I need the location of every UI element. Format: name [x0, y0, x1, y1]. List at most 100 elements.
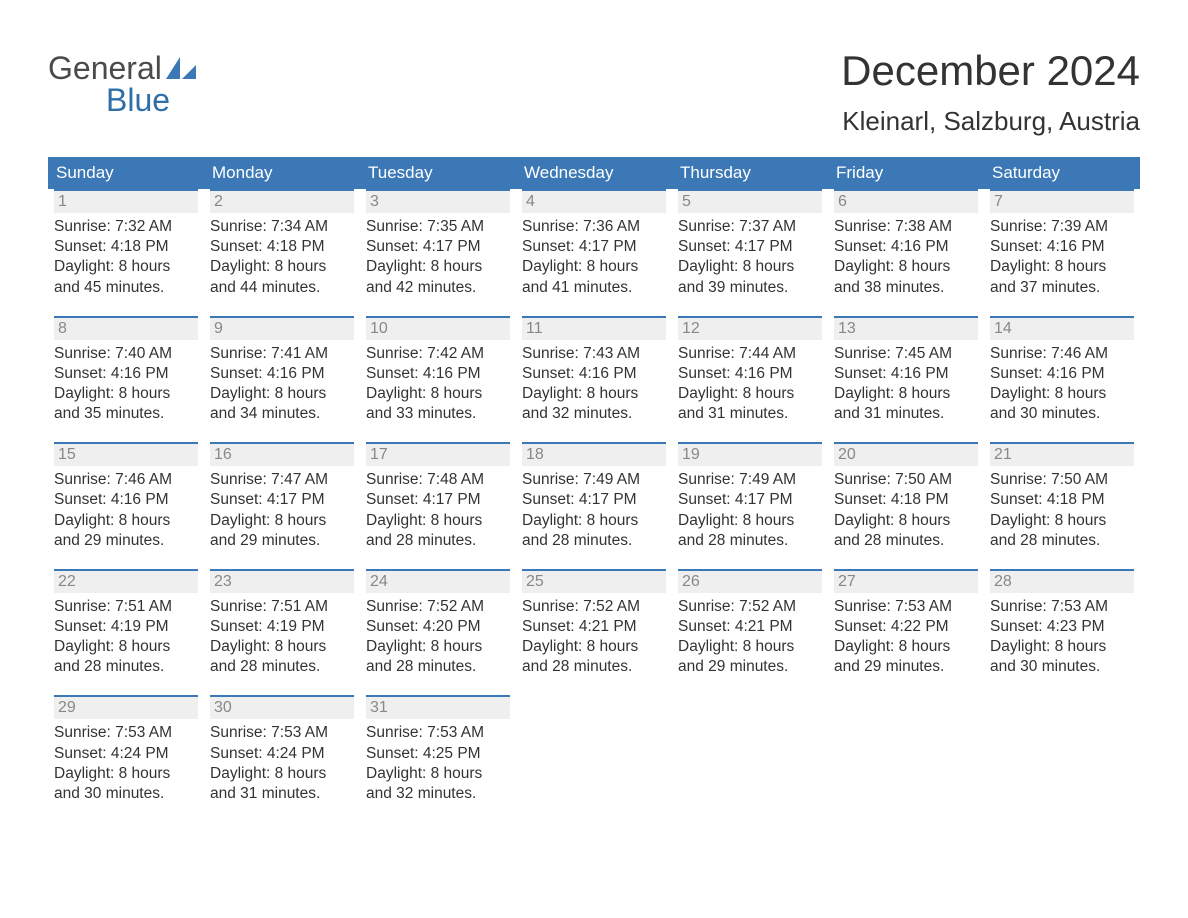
sunset-line: Sunset: 4:24 PM — [210, 744, 354, 764]
daylight-line-2: and 30 minutes. — [990, 657, 1134, 677]
calendar-day-cell — [828, 695, 984, 822]
daylight-line-2: and 28 minutes. — [522, 531, 666, 551]
day-details: Sunrise: 7:46 AMSunset: 4:16 PMDaylight:… — [990, 344, 1134, 425]
calendar-day-cell: 4Sunrise: 7:36 AMSunset: 4:17 PMDaylight… — [516, 189, 672, 316]
daylight-line-2: and 28 minutes. — [210, 657, 354, 677]
day-number: 3 — [366, 189, 510, 213]
daylight-line-1: Daylight: 8 hours — [678, 511, 822, 531]
logo-text-line1: General — [48, 52, 196, 84]
calendar-day-cell — [672, 695, 828, 822]
day-content: 27 Sunrise: 7:53 AMSunset: 4:22 PMDayligh… — [828, 569, 984, 696]
sunrise-calendar-table: Sunday Monday Tuesday Wednesday Thursday… — [48, 157, 1140, 822]
day-details: Sunrise: 7:34 AMSunset: 4:18 PMDaylight:… — [210, 217, 354, 298]
daylight-line-1: Daylight: 8 hours — [210, 257, 354, 277]
location-subtitle: Kleinarl, Salzburg, Austria — [841, 106, 1140, 137]
day-details: Sunrise: 7:43 AMSunset: 4:16 PMDaylight:… — [522, 344, 666, 425]
daylight-line-2: and 32 minutes. — [522, 404, 666, 424]
brand-logo: General Blue — [48, 48, 196, 116]
sunset-line: Sunset: 4:16 PM — [990, 364, 1134, 384]
daylight-line-2: and 31 minutes. — [834, 404, 978, 424]
daylight-line-2: and 29 minutes. — [678, 657, 822, 677]
day-number: 18 — [522, 442, 666, 466]
day-details: Sunrise: 7:52 AMSunset: 4:21 PMDaylight:… — [522, 597, 666, 678]
sunrise-line: Sunrise: 7:52 AM — [678, 597, 822, 617]
sunrise-line: Sunrise: 7:40 AM — [54, 344, 198, 364]
daylight-line-2: and 32 minutes. — [366, 784, 510, 804]
daylight-line-2: and 39 minutes. — [678, 278, 822, 298]
day-details: Sunrise: 7:42 AMSunset: 4:16 PMDaylight:… — [366, 344, 510, 425]
day-content: 2 Sunrise: 7:34 AMSunset: 4:18 PMDaylight… — [204, 189, 360, 316]
daylight-line-1: Daylight: 8 hours — [522, 511, 666, 531]
day-details: Sunrise: 7:49 AMSunset: 4:17 PMDaylight:… — [522, 470, 666, 551]
day-details: Sunrise: 7:52 AMSunset: 4:21 PMDaylight:… — [678, 597, 822, 678]
day-content: 9Sunrise: 7:41 AMSunset: 4:16 PMDaylight… — [204, 316, 360, 443]
calendar-day-cell: 20Sunrise: 7:50 AMSunset: 4:18 PMDayligh… — [828, 442, 984, 569]
calendar-day-cell: 8Sunrise: 7:40 AMSunset: 4:16 PMDaylight… — [48, 316, 204, 443]
calendar-day-cell: 11Sunrise: 7:43 AMSunset: 4:16 PMDayligh… — [516, 316, 672, 443]
daylight-line-2: and 28 minutes. — [522, 657, 666, 677]
day-number: 29 — [54, 695, 198, 719]
day-details: Sunrise: 7:53 AMSunset: 4:24 PMDaylight:… — [210, 723, 354, 804]
day-header: Tuesday — [360, 157, 516, 189]
day-details: Sunrise: 7:32 AMSunset: 4:18 PMDaylight:… — [54, 217, 198, 298]
day-number: 27 — [834, 569, 978, 593]
sunrise-line: Sunrise: 7:46 AM — [990, 344, 1134, 364]
daylight-line-2: and 30 minutes. — [54, 784, 198, 804]
day-details: Sunrise: 7:53 AMSunset: 4:22 PMDaylight:… — [834, 597, 978, 678]
day-number: 2 — [210, 189, 354, 213]
sunset-line: Sunset: 4:16 PM — [210, 364, 354, 384]
daylight-line-1: Daylight: 8 hours — [366, 511, 510, 531]
sunset-line: Sunset: 4:21 PM — [522, 617, 666, 637]
daylight-line-1: Daylight: 8 hours — [834, 511, 978, 531]
calendar-day-cell: 18 Sunrise: 7:49 AMSunset: 4:17 PMDayligh… — [516, 442, 672, 569]
daylight-line-1: Daylight: 8 hours — [990, 637, 1134, 657]
sunrise-line: Sunrise: 7:53 AM — [54, 723, 198, 743]
calendar-day-cell: 31Sunrise: 7:53 AMSunset: 4:25 PMDayligh… — [360, 695, 516, 822]
page-header: General Blue December 2024 Kleinarl, Sal… — [48, 48, 1140, 137]
calendar-day-cell — [984, 695, 1140, 822]
daylight-line-2: and 41 minutes. — [522, 278, 666, 298]
day-details: Sunrise: 7:37 AMSunset: 4:17 PMDaylight:… — [678, 217, 822, 298]
day-header-row: Sunday Monday Tuesday Wednesday Thursday… — [48, 157, 1140, 189]
sunset-line: Sunset: 4:20 PM — [366, 617, 510, 637]
calendar-day-cell: 6Sunrise: 7:38 AMSunset: 4:16 PMDaylight… — [828, 189, 984, 316]
daylight-line-1: Daylight: 8 hours — [678, 384, 822, 404]
daylight-line-1: Daylight: 8 hours — [210, 384, 354, 404]
day-details: Sunrise: 7:36 AMSunset: 4:17 PMDaylight:… — [522, 217, 666, 298]
day-content: 23Sunrise: 7:51 AMSunset: 4:19 PMDayligh… — [204, 569, 360, 696]
sunset-line: Sunset: 4:16 PM — [54, 364, 198, 384]
day-content: 3Sunrise: 7:35 AMSunset: 4:17 PMDaylight… — [360, 189, 516, 316]
calendar-day-cell: 29Sunrise: 7:53 AMSunset: 4:24 PMDayligh… — [48, 695, 204, 822]
calendar-day-cell: 7Sunrise: 7:39 AMSunset: 4:16 PMDaylight… — [984, 189, 1140, 316]
daylight-line-1: Daylight: 8 hours — [54, 511, 198, 531]
day-content: 16Sunrise: 7:47 AMSunset: 4:17 PMDayligh… — [204, 442, 360, 569]
daylight-line-1: Daylight: 8 hours — [366, 257, 510, 277]
sunrise-line: Sunrise: 7:43 AM — [522, 344, 666, 364]
daylight-line-1: Daylight: 8 hours — [522, 257, 666, 277]
daylight-line-1: Daylight: 8 hours — [990, 511, 1134, 531]
calendar-week-row: 8Sunrise: 7:40 AMSunset: 4:16 PMDaylight… — [48, 316, 1140, 443]
daylight-line-1: Daylight: 8 hours — [522, 384, 666, 404]
calendar-day-cell: 10Sunrise: 7:42 AMSunset: 4:16 PMDayligh… — [360, 316, 516, 443]
sunset-line: Sunset: 4:16 PM — [834, 237, 978, 257]
day-number: 1 — [54, 189, 198, 213]
sunset-line: Sunset: 4:21 PM — [678, 617, 822, 637]
daylight-line-1: Daylight: 8 hours — [522, 637, 666, 657]
calendar-day-cell: 30Sunrise: 7:53 AMSunset: 4:24 PMDayligh… — [204, 695, 360, 822]
day-content: 11Sunrise: 7:43 AMSunset: 4:16 PMDayligh… — [516, 316, 672, 443]
sunrise-line: Sunrise: 7:42 AM — [366, 344, 510, 364]
day-details: Sunrise: 7:51 AMSunset: 4:19 PMDaylight:… — [210, 597, 354, 678]
sunrise-line: Sunrise: 7:49 AM — [522, 470, 666, 490]
day-number: 17 — [366, 442, 510, 466]
sunrise-line: Sunrise: 7:50 AM — [990, 470, 1134, 490]
calendar-page: General Blue December 2024 Kleinarl, Sal… — [0, 0, 1188, 862]
sunset-line: Sunset: 4:16 PM — [678, 364, 822, 384]
sunrise-line: Sunrise: 7:51 AM — [54, 597, 198, 617]
day-details: Sunrise: 7:47 AMSunset: 4:17 PMDaylight:… — [210, 470, 354, 551]
day-number: 28 — [990, 569, 1134, 593]
logo-sail-icon — [166, 52, 196, 84]
calendar-day-cell: 15Sunrise: 7:46 AMSunset: 4:16 PMDayligh… — [48, 442, 204, 569]
calendar-day-cell: 2 Sunrise: 7:34 AMSunset: 4:18 PMDaylight… — [204, 189, 360, 316]
day-number: 26 — [678, 569, 822, 593]
sunrise-line: Sunrise: 7:45 AM — [834, 344, 978, 364]
